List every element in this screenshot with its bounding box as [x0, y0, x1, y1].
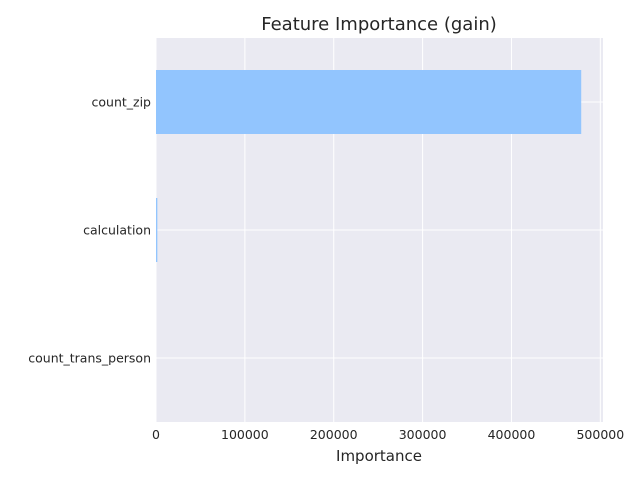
x-tick-label: 300000 [399, 427, 447, 442]
y-tick-label: calculation [83, 223, 151, 238]
y-tick-label: count_trans_person [28, 351, 151, 366]
x-tick-label: 100000 [221, 427, 269, 442]
x-tick-labels: 0 100000 200000 300000 400000 500000 [152, 427, 624, 442]
x-axis-label: Importance [336, 447, 422, 465]
y-tick-label: count_zip [92, 95, 152, 110]
bars [156, 70, 582, 262]
bar-calculation [156, 198, 158, 262]
x-tick-label: 500000 [576, 427, 624, 442]
bar-count-zip [156, 70, 582, 134]
y-tick-labels: count_zip calculation count_trans_person [28, 95, 151, 366]
chart-title: Feature Importance (gain) [261, 14, 497, 35]
x-tick-label: 0 [152, 427, 160, 442]
x-tick-label: 200000 [310, 427, 358, 442]
x-tick-label: 400000 [488, 427, 536, 442]
